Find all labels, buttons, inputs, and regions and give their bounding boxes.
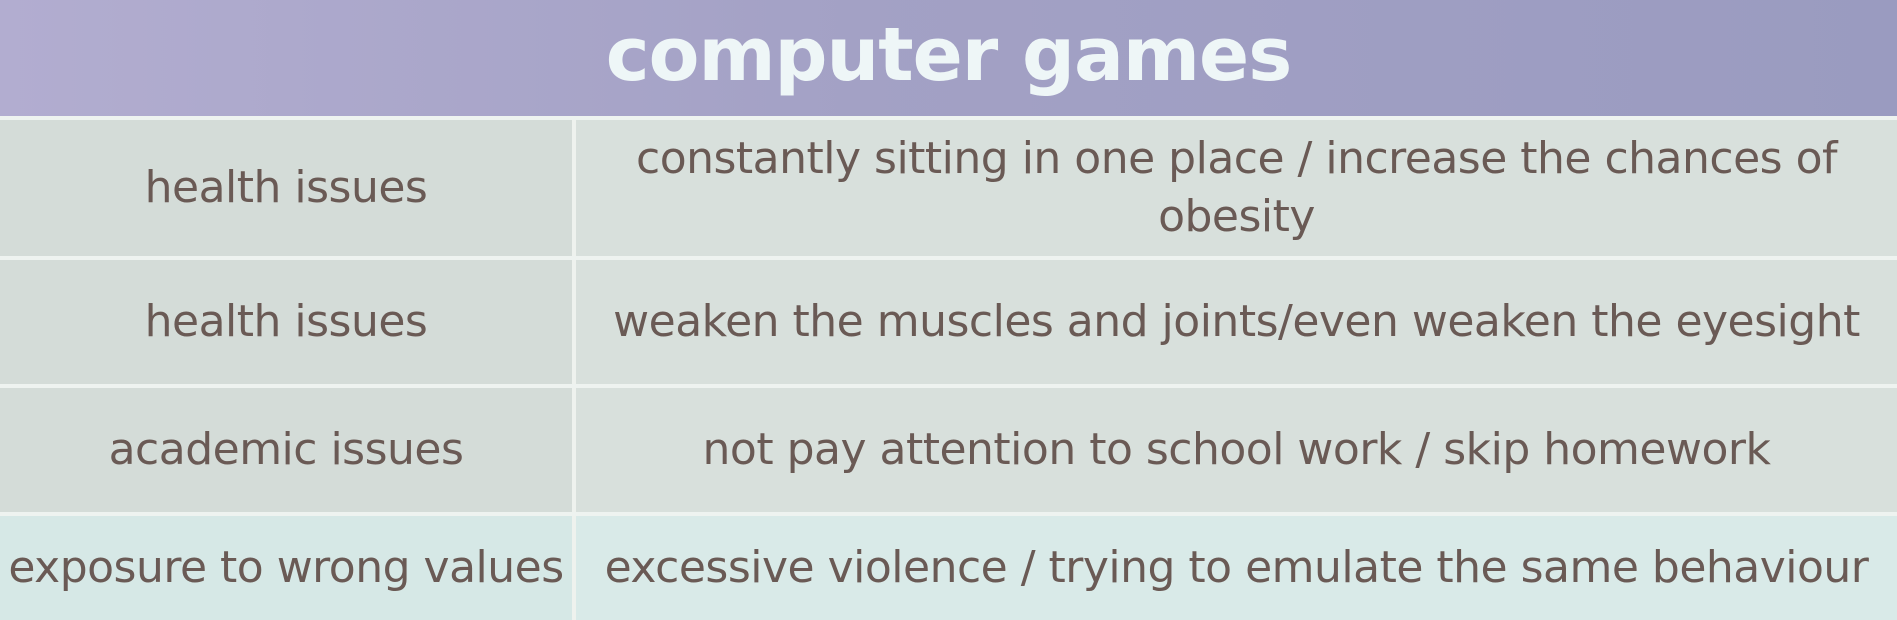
row-divider (0, 116, 1897, 120)
row-divider (0, 512, 1897, 516)
issues-table: health issues constantly sitting in one … (0, 116, 1897, 620)
category-cell: academic issues (0, 388, 576, 512)
row-divider (0, 256, 1897, 260)
table-row: exposure to wrong values excessive viole… (0, 516, 1897, 620)
table-row: health issues constantly sitting in one … (0, 120, 1897, 256)
category-cell: exposure to wrong values (0, 516, 576, 620)
row-divider (0, 384, 1897, 388)
slide-header: computer games (0, 0, 1897, 116)
description-cell: not pay attention to school work / skip … (576, 388, 1897, 512)
category-cell: health issues (0, 120, 576, 256)
category-cell: health issues (0, 260, 576, 384)
description-cell: excessive violence / trying to emulate t… (576, 516, 1897, 620)
description-cell: weaken the muscles and joints/even weake… (576, 260, 1897, 384)
description-cell: constantly sitting in one place / increa… (576, 120, 1897, 256)
table-row: academic issues not pay attention to sch… (0, 388, 1897, 512)
slide-title: computer games (605, 12, 1293, 98)
table-row: health issues weaken the muscles and joi… (0, 260, 1897, 384)
